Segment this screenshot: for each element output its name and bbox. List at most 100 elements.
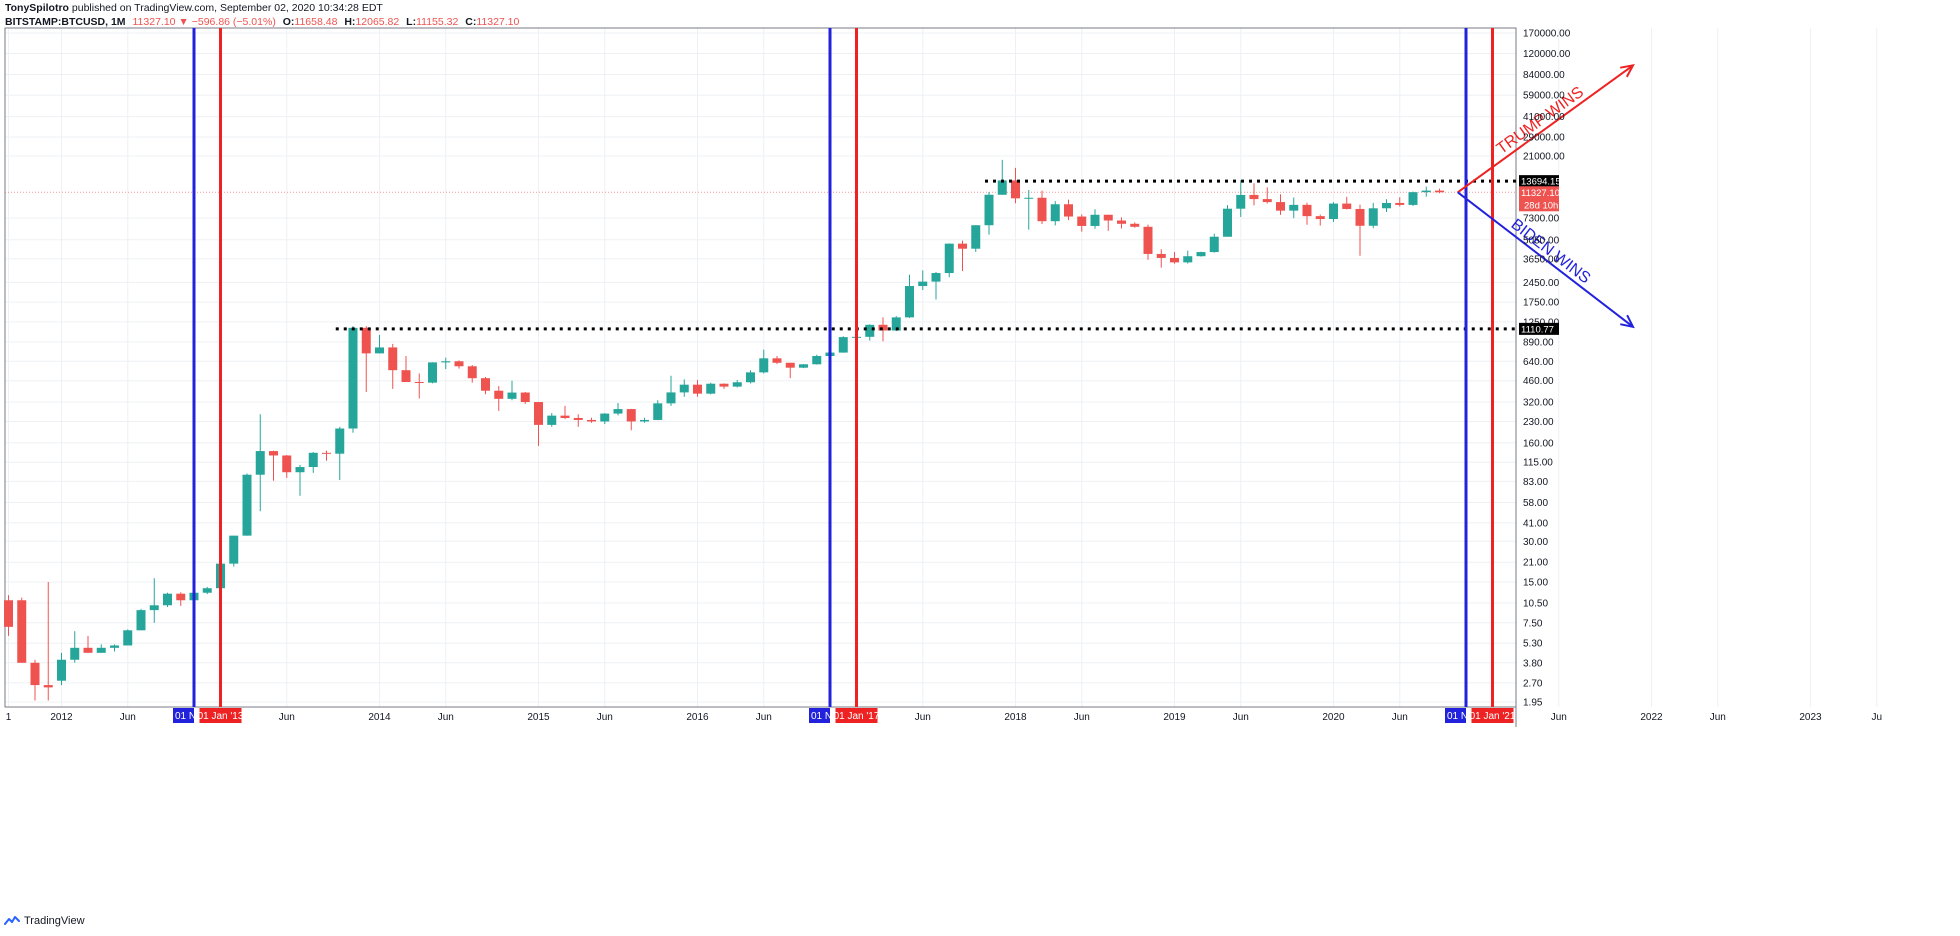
candle[interactable] xyxy=(467,366,477,379)
candle[interactable] xyxy=(163,593,172,606)
candle[interactable] xyxy=(878,324,888,331)
candle[interactable] xyxy=(494,390,504,399)
candle[interactable] xyxy=(772,358,782,363)
candle[interactable] xyxy=(984,194,994,226)
candle[interactable] xyxy=(1262,199,1272,203)
candle[interactable] xyxy=(96,647,106,653)
candle[interactable] xyxy=(1382,202,1391,209)
candle[interactable] xyxy=(865,324,875,337)
candle[interactable] xyxy=(388,347,398,371)
candle[interactable] xyxy=(1209,236,1219,253)
candle[interactable] xyxy=(785,362,795,368)
author-name[interactable]: TonySpilotro xyxy=(5,2,69,14)
candle[interactable] xyxy=(507,392,517,399)
candle[interactable] xyxy=(1249,194,1259,200)
candle[interactable] xyxy=(176,593,186,601)
candle[interactable] xyxy=(587,419,596,422)
candle[interactable] xyxy=(17,600,27,663)
candle[interactable] xyxy=(732,382,742,387)
candle[interactable] xyxy=(30,662,40,686)
candle[interactable] xyxy=(1302,204,1312,217)
candle[interactable] xyxy=(149,605,159,611)
candle[interactable] xyxy=(136,610,146,631)
candle[interactable] xyxy=(626,409,636,422)
candle[interactable] xyxy=(1130,223,1140,227)
candle[interactable] xyxy=(520,392,530,403)
candle[interactable] xyxy=(4,600,13,627)
candle[interactable] xyxy=(971,225,981,249)
candle[interactable] xyxy=(613,409,623,414)
candle[interactable] xyxy=(958,243,967,249)
candle[interactable] xyxy=(123,630,133,646)
candle[interactable] xyxy=(1236,194,1246,209)
candle[interactable] xyxy=(110,645,119,648)
candle[interactable] xyxy=(322,452,331,454)
candle[interactable] xyxy=(1342,203,1352,209)
candle[interactable] xyxy=(666,392,676,404)
candle[interactable] xyxy=(653,403,663,420)
candle[interactable] xyxy=(43,685,53,688)
candle[interactable] xyxy=(706,383,716,394)
candle[interactable] xyxy=(1329,203,1338,220)
candle[interactable] xyxy=(1090,214,1100,226)
candle[interactable] xyxy=(375,347,384,354)
candle[interactable] xyxy=(931,273,941,282)
candle[interactable] xyxy=(891,317,901,331)
candle[interactable] xyxy=(481,378,490,391)
candle[interactable] xyxy=(1276,202,1285,211)
candle[interactable] xyxy=(719,383,729,387)
candle[interactable] xyxy=(1037,197,1047,222)
candle[interactable] xyxy=(1011,180,1020,199)
candle[interactable] xyxy=(83,647,93,653)
candle[interactable] xyxy=(905,286,914,318)
candle[interactable] xyxy=(1368,208,1378,226)
candle[interactable] xyxy=(401,370,411,382)
candle[interactable] xyxy=(1408,192,1418,205)
candle[interactable] xyxy=(560,415,570,418)
candle[interactable] xyxy=(1170,257,1179,263)
candle[interactable] xyxy=(1117,220,1126,224)
candle[interactable] xyxy=(1103,214,1113,221)
candle[interactable] xyxy=(812,356,822,365)
candle[interactable] xyxy=(269,451,278,456)
arrow-line[interactable] xyxy=(1457,64,1634,194)
candle[interactable] xyxy=(693,384,702,394)
candle[interactable] xyxy=(335,428,345,454)
candle[interactable] xyxy=(255,451,265,475)
candle[interactable] xyxy=(308,452,318,468)
candle[interactable] xyxy=(348,327,358,429)
candle[interactable] xyxy=(361,327,371,354)
candle[interactable] xyxy=(1421,190,1431,193)
candle[interactable] xyxy=(282,455,292,473)
candle[interactable] xyxy=(679,384,689,393)
candle[interactable] xyxy=(600,413,610,422)
candle[interactable] xyxy=(799,364,808,368)
candle[interactable] xyxy=(1064,204,1073,217)
candle[interactable] xyxy=(534,402,543,425)
arrow-line[interactable] xyxy=(1457,191,1634,328)
candle[interactable] xyxy=(1024,197,1034,199)
candle[interactable] xyxy=(838,337,848,353)
candle[interactable] xyxy=(242,474,252,536)
candle[interactable] xyxy=(1050,204,1060,222)
candle[interactable] xyxy=(414,381,424,383)
candle[interactable] xyxy=(1077,216,1087,226)
candle[interactable] xyxy=(70,647,80,660)
candle[interactable] xyxy=(1156,253,1166,258)
candle[interactable] xyxy=(1143,226,1153,254)
candle[interactable] xyxy=(1395,202,1405,205)
candle[interactable] xyxy=(640,419,649,422)
candle[interactable] xyxy=(1223,208,1232,237)
candle[interactable] xyxy=(1183,256,1193,263)
candle[interactable] xyxy=(202,588,212,593)
candle[interactable] xyxy=(547,415,557,425)
candle[interactable] xyxy=(573,417,583,420)
tradingview-footer[interactable]: TradingView xyxy=(4,915,85,927)
candle[interactable] xyxy=(746,372,755,383)
candle[interactable] xyxy=(1196,252,1206,257)
candle[interactable] xyxy=(1435,190,1444,193)
candle[interactable] xyxy=(441,361,451,363)
candle[interactable] xyxy=(944,243,954,274)
candle[interactable] xyxy=(1355,208,1365,226)
